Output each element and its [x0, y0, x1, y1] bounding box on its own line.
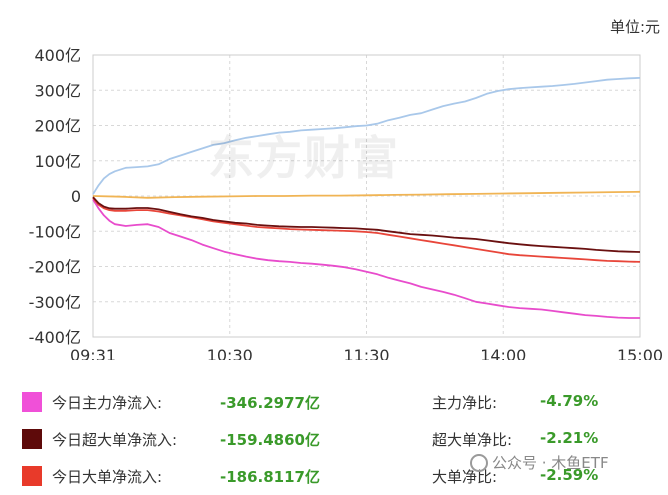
legend-row-large: 今日大单净流入: -186.8117亿 大单净比: -2.59%: [22, 464, 662, 486]
series-line-4: [92, 196, 641, 253]
y-tick-label: -200亿: [29, 258, 81, 277]
y-tick-label: 100亿: [34, 152, 81, 171]
legend-ratio-label-main: 主力净比:: [432, 394, 498, 412]
legend-ratio-value-large: -2.59%: [540, 466, 599, 484]
y-tick-label: -400亿: [29, 328, 81, 347]
legend-value-large: -186.8117亿: [220, 468, 320, 486]
legend-value-main: -346.2977亿: [220, 394, 320, 412]
social-watermark-text: 公众号 · 木鱼ETF: [492, 454, 609, 472]
y-tick-label: -100亿: [29, 222, 81, 241]
unit-label: 单位:元: [609, 18, 660, 36]
x-tick-label: 10:30: [207, 346, 253, 360]
legend-row-main: 今日主力净流入: -346.2977亿 主力净比: -4.79%: [22, 390, 662, 412]
social-watermark: 公众号 · 木鱼ETF: [470, 452, 609, 473]
legend-label-super-large: 今日超大单净流入:: [52, 431, 178, 449]
line-chart: 400亿 300亿 200亿 100亿 0 -100亿 -200亿 -300亿 -400亿09:…: [29, 46, 663, 360]
brand-watermark: 东方财富: [208, 131, 400, 185]
wechat-icon: [470, 454, 488, 472]
series-line-3: [92, 197, 641, 263]
y-tick-label: 0: [71, 187, 81, 206]
y-tick-label: 200亿: [34, 117, 81, 136]
legend-swatch-large: [22, 466, 42, 486]
x-tick-label: 15:00: [617, 346, 663, 360]
y-tick-label: -300亿: [29, 293, 81, 312]
legend-label-large: 今日大单净流入:: [52, 468, 163, 486]
series-line-1: [92, 190, 641, 199]
x-tick-label: 09:31: [70, 346, 116, 360]
legend-label-main: 今日主力净流入:: [52, 394, 163, 412]
y-tick-label: 400亿: [34, 46, 81, 65]
legend-swatch-main: [22, 392, 42, 412]
legend-ratio-label-super-large: 超大单净比:: [432, 431, 513, 449]
legend-ratio-value-super-large: -2.21%: [540, 429, 599, 447]
x-tick-label: 11:30: [343, 346, 389, 360]
legend-value-super-large: -159.4860亿: [220, 431, 320, 449]
y-tick-label: 300亿: [34, 81, 81, 100]
series-line-0: [92, 77, 641, 195]
legend-row-super-large: 今日超大单净流入: -159.4860亿 超大单净比: -2.21%: [22, 427, 662, 449]
legend-swatch-super-large: [22, 429, 42, 449]
legend-ratio-value-main: -4.79%: [540, 392, 599, 410]
x-tick-label: 14:00: [480, 346, 526, 360]
series-line-2: [92, 199, 640, 319]
legend-ratio-label-large: 大单净比:: [432, 468, 498, 486]
